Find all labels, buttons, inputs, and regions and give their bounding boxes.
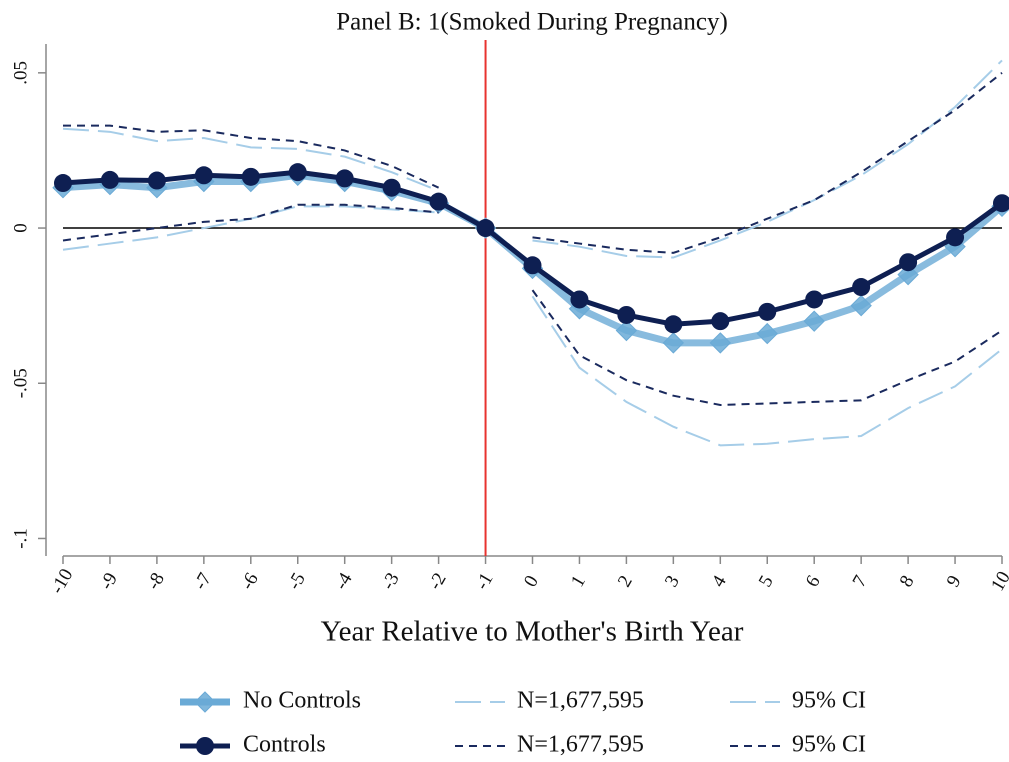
point xyxy=(570,290,589,309)
x-tick-label: -4 xyxy=(331,569,357,594)
point xyxy=(662,332,685,354)
point xyxy=(897,263,919,286)
point xyxy=(803,310,825,332)
point xyxy=(758,302,777,321)
legend-label: Controls xyxy=(243,732,326,758)
x-tick-label: -1 xyxy=(472,569,498,593)
x-tick-label: -9 xyxy=(96,569,122,593)
point xyxy=(241,167,260,186)
legend-label: N=1,677,595 xyxy=(517,688,644,714)
x-tick-label: 3 xyxy=(661,572,684,591)
x-tick-label: 2 xyxy=(614,572,637,591)
point xyxy=(476,219,495,238)
legend-label: 95% CI xyxy=(792,688,866,714)
x-tick-label: 1 xyxy=(567,572,590,591)
point xyxy=(709,332,732,354)
x-tick-label: 4 xyxy=(708,572,731,591)
legend-label: No Controls xyxy=(243,688,361,714)
point xyxy=(664,315,683,334)
point xyxy=(852,278,871,297)
point xyxy=(382,178,401,197)
legend-marker xyxy=(194,691,216,713)
series-line xyxy=(63,72,1003,254)
y-tick-label: -.1 xyxy=(10,528,31,549)
legend-label: 95% CI xyxy=(792,732,866,758)
point xyxy=(147,171,166,190)
point xyxy=(429,192,448,211)
legend-item: 95% CI xyxy=(730,732,866,758)
x-tick-label: 10 xyxy=(987,568,1009,595)
x-tick-label: -6 xyxy=(237,569,263,593)
chart-title: Panel B: 1(Smoked During Pregnancy) xyxy=(336,9,728,36)
y-tick-label: -.05 xyxy=(10,368,31,398)
x-tick-label: -8 xyxy=(143,569,169,593)
point xyxy=(100,170,119,189)
x-tick-label: 9 xyxy=(943,572,966,591)
point xyxy=(617,305,636,324)
x-axis-label: Year Relative to Mother's Birth Year xyxy=(321,616,744,648)
point xyxy=(993,194,1009,213)
y-tick-label: 0 xyxy=(10,223,31,233)
point xyxy=(899,253,918,272)
legend-item: N=1,677,595 xyxy=(455,732,644,758)
point xyxy=(615,319,638,342)
x-tick-label: -3 xyxy=(378,569,404,593)
point xyxy=(288,163,307,182)
point xyxy=(335,169,354,188)
x-tick-label: 8 xyxy=(896,572,919,591)
point xyxy=(54,174,72,193)
point xyxy=(523,256,542,275)
point xyxy=(946,228,965,247)
x-tick-label: -5 xyxy=(284,569,310,593)
x-tick-label: -10 xyxy=(47,565,78,597)
series-line xyxy=(62,205,1003,447)
point xyxy=(850,294,872,317)
x-tick-label: -2 xyxy=(425,569,451,593)
x-tick-label: 5 xyxy=(755,572,778,591)
y-tick-label: .05 xyxy=(10,61,31,85)
legend-item: No Controls xyxy=(180,688,361,714)
x-tick-label: 6 xyxy=(802,572,825,591)
x-tick-label: 0 xyxy=(520,572,543,591)
legend-label: N=1,677,595 xyxy=(517,732,644,758)
x-tick-label: 7 xyxy=(849,572,872,591)
series-line xyxy=(62,203,1003,406)
legend-item: N=1,677,595 xyxy=(455,688,644,714)
point xyxy=(194,166,213,185)
point xyxy=(805,290,824,309)
point xyxy=(756,322,778,345)
x-tick-label: -7 xyxy=(190,569,216,593)
legend-marker xyxy=(196,737,214,755)
legend-item: Controls xyxy=(180,732,326,758)
point xyxy=(711,312,730,331)
legend-item: 95% CI xyxy=(730,688,866,714)
